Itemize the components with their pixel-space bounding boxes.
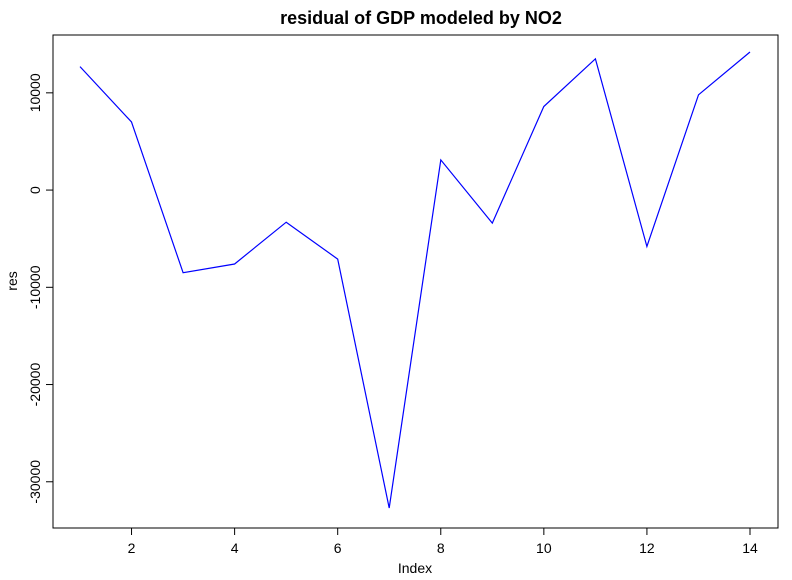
y-tick-label: 0	[27, 186, 43, 194]
y-axis-label: res	[4, 271, 20, 290]
y-tick-label: -20000	[27, 363, 43, 407]
x-tick-label: 8	[437, 540, 445, 556]
plot-frame	[52, 34, 779, 529]
y-tick-label: 10000	[27, 73, 43, 112]
x-tick-label: 10	[536, 540, 552, 556]
x-axis-label: Index	[398, 560, 432, 576]
x-axis: 2 4 6 8 10 12 14	[128, 527, 758, 556]
x-tick-label: 14	[742, 540, 758, 556]
y-tick-label: -10000	[27, 265, 43, 309]
x-tick-label: 4	[231, 540, 239, 556]
chart-title: residual of GDP modeled by NO2	[280, 8, 562, 28]
x-tick-label: 12	[639, 540, 655, 556]
x-tick-label: 6	[334, 540, 342, 556]
x-tick-label: 2	[128, 540, 136, 556]
series-line	[79, 51, 751, 509]
y-axis: -30000 -20000 -10000 0 10000	[27, 73, 54, 504]
y-tick-label: -30000	[27, 460, 43, 504]
